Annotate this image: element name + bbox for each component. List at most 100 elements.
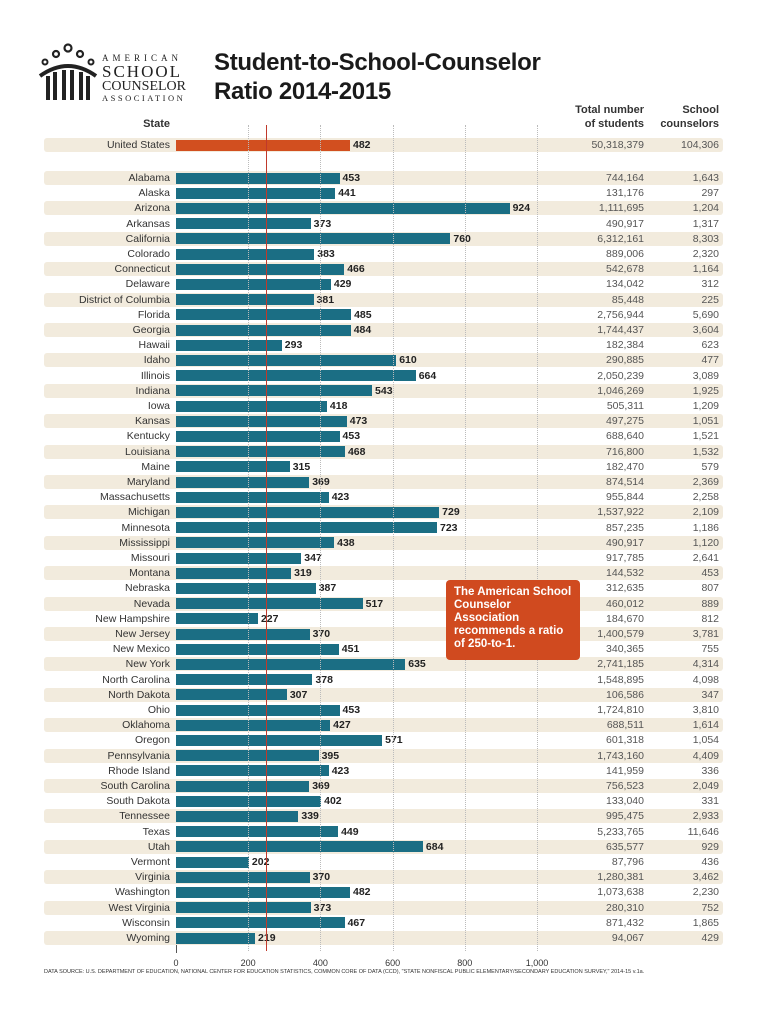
- ratio-bar: [176, 202, 510, 214]
- students-value: 6,312,161: [597, 232, 644, 245]
- ratio-bar: [176, 248, 315, 260]
- ratio-label: 423: [331, 764, 350, 777]
- counselors-value: 1,317: [692, 217, 719, 230]
- counselors-value: 3,604: [692, 324, 719, 336]
- students-value: 460,012: [606, 597, 644, 610]
- students-value: 290,885: [606, 354, 644, 367]
- students-value: 490,917: [606, 536, 644, 549]
- ratio-bar: [176, 506, 440, 518]
- state-label: Colorado: [127, 248, 170, 260]
- counselors-value: 1,532: [692, 445, 719, 458]
- ratio-label: 484: [353, 324, 372, 336]
- counselors-value: 2,230: [692, 886, 719, 899]
- ratio-bar: [176, 628, 310, 640]
- ratio-label: 664: [418, 369, 437, 382]
- students-value: 312,635: [606, 582, 644, 595]
- counselors-value: 453: [701, 567, 719, 580]
- state-label: Wyoming: [126, 932, 170, 944]
- students-value: 995,475: [606, 810, 644, 823]
- ratio-label: 468: [347, 445, 366, 458]
- students-value: 1,280,381: [597, 871, 644, 884]
- counselors-value: 436: [701, 856, 719, 868]
- students-value: 182,384: [606, 339, 644, 352]
- state-label: Hawaii: [138, 339, 170, 352]
- state-label: Pennsylvania: [107, 749, 170, 762]
- students-value: 94,067: [611, 932, 644, 944]
- data-source: DATA SOURCE: U.S. DEPARTMENT OF EDUCATIO…: [44, 969, 645, 975]
- gridline: [248, 125, 250, 951]
- ratio-bar: [176, 886, 350, 898]
- counselors-value: 807: [701, 582, 719, 595]
- ratio-bar: [176, 172, 340, 184]
- students-value: 134,042: [606, 278, 644, 291]
- state-label: Florida: [137, 308, 170, 321]
- ratio-label: 293: [284, 339, 303, 352]
- counselors-value: 1,186: [692, 521, 719, 534]
- ratio-bar: [176, 567, 292, 579]
- state-label: Washington: [114, 886, 170, 899]
- counselors-value: 2,320: [692, 248, 719, 260]
- students-value: 756,523: [606, 780, 644, 792]
- students-value: 133,040: [606, 795, 644, 808]
- state-label: Missouri: [130, 552, 170, 564]
- state-label: Delaware: [125, 278, 170, 291]
- logo-text: SCHOOL: [102, 62, 183, 81]
- students-value: 716,800: [606, 445, 644, 458]
- students-value: 889,006: [606, 248, 644, 260]
- ratio-label: 423: [331, 491, 350, 504]
- logo-text: ASSOCIATION: [102, 93, 186, 103]
- reference-line-250: [266, 125, 268, 951]
- state-label: Mississippi: [119, 536, 170, 549]
- ratio-bar: [176, 598, 363, 610]
- state-label: North Carolina: [102, 673, 170, 686]
- ratio-label: 381: [316, 293, 335, 306]
- ratio-bar: [176, 370, 416, 382]
- state-label: Rhode Island: [108, 764, 170, 777]
- ratio-label: 373: [313, 901, 332, 914]
- state-label: Tennessee: [119, 810, 170, 823]
- ratio-bar: [176, 917, 345, 929]
- state-label: Texas: [142, 825, 170, 838]
- students-value: 688,511: [606, 719, 644, 732]
- counselors-value: 331: [701, 795, 719, 808]
- students-value: 688,640: [606, 430, 644, 443]
- ratio-label: 924: [512, 202, 531, 215]
- students-value: 871,432: [606, 916, 644, 929]
- ratio-label: 453: [342, 172, 361, 184]
- state-label: Idaho: [143, 354, 170, 367]
- state-label: Virginia: [135, 871, 170, 884]
- counselors-value: 752: [701, 901, 719, 914]
- header-line: School: [682, 104, 719, 116]
- students-value: 1,046,269: [597, 384, 644, 397]
- students-value: 601,318: [606, 734, 644, 747]
- students-value: 131,176: [606, 187, 644, 200]
- ratio-label: 418: [329, 400, 348, 412]
- state-label: District of Columbia: [78, 293, 170, 306]
- counselors-value: 755: [701, 643, 719, 656]
- ratio-label: 485: [354, 308, 372, 321]
- state-label: Illinois: [140, 369, 170, 382]
- counselors-header: School counselors: [640, 103, 719, 131]
- state-label: Connecticut: [114, 263, 170, 276]
- students-value: 1,073,638: [597, 886, 644, 899]
- ratio-bar: [176, 613, 258, 625]
- ratio-label: 517: [365, 597, 384, 610]
- counselors-value: 336: [701, 764, 719, 777]
- state-label: Wisconsin: [122, 916, 170, 929]
- counselors-value: 1,209: [692, 400, 719, 412]
- ratio-label: 482: [353, 886, 371, 899]
- counselors-value: 1,865: [692, 916, 719, 929]
- counselors-value: 1,054: [692, 734, 719, 747]
- ratio-bar: [176, 932, 256, 944]
- state-label: Oregon: [134, 734, 170, 747]
- state-label: Arizona: [134, 202, 170, 215]
- gridline: [320, 125, 322, 951]
- students-value: 542,678: [606, 263, 644, 276]
- state-label: New Mexico: [112, 643, 170, 656]
- gridline: [392, 125, 394, 951]
- ratio-label: 635: [408, 658, 426, 671]
- ratio-bar: [176, 765, 329, 777]
- state-label: Ohio: [147, 704, 170, 716]
- gridline: [537, 125, 538, 951]
- counselors-value: 477: [701, 354, 719, 367]
